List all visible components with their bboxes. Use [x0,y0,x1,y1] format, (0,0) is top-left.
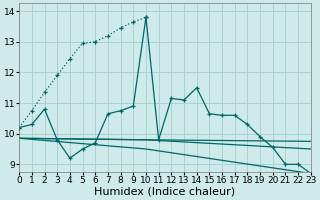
X-axis label: Humidex (Indice chaleur): Humidex (Indice chaleur) [94,187,236,197]
